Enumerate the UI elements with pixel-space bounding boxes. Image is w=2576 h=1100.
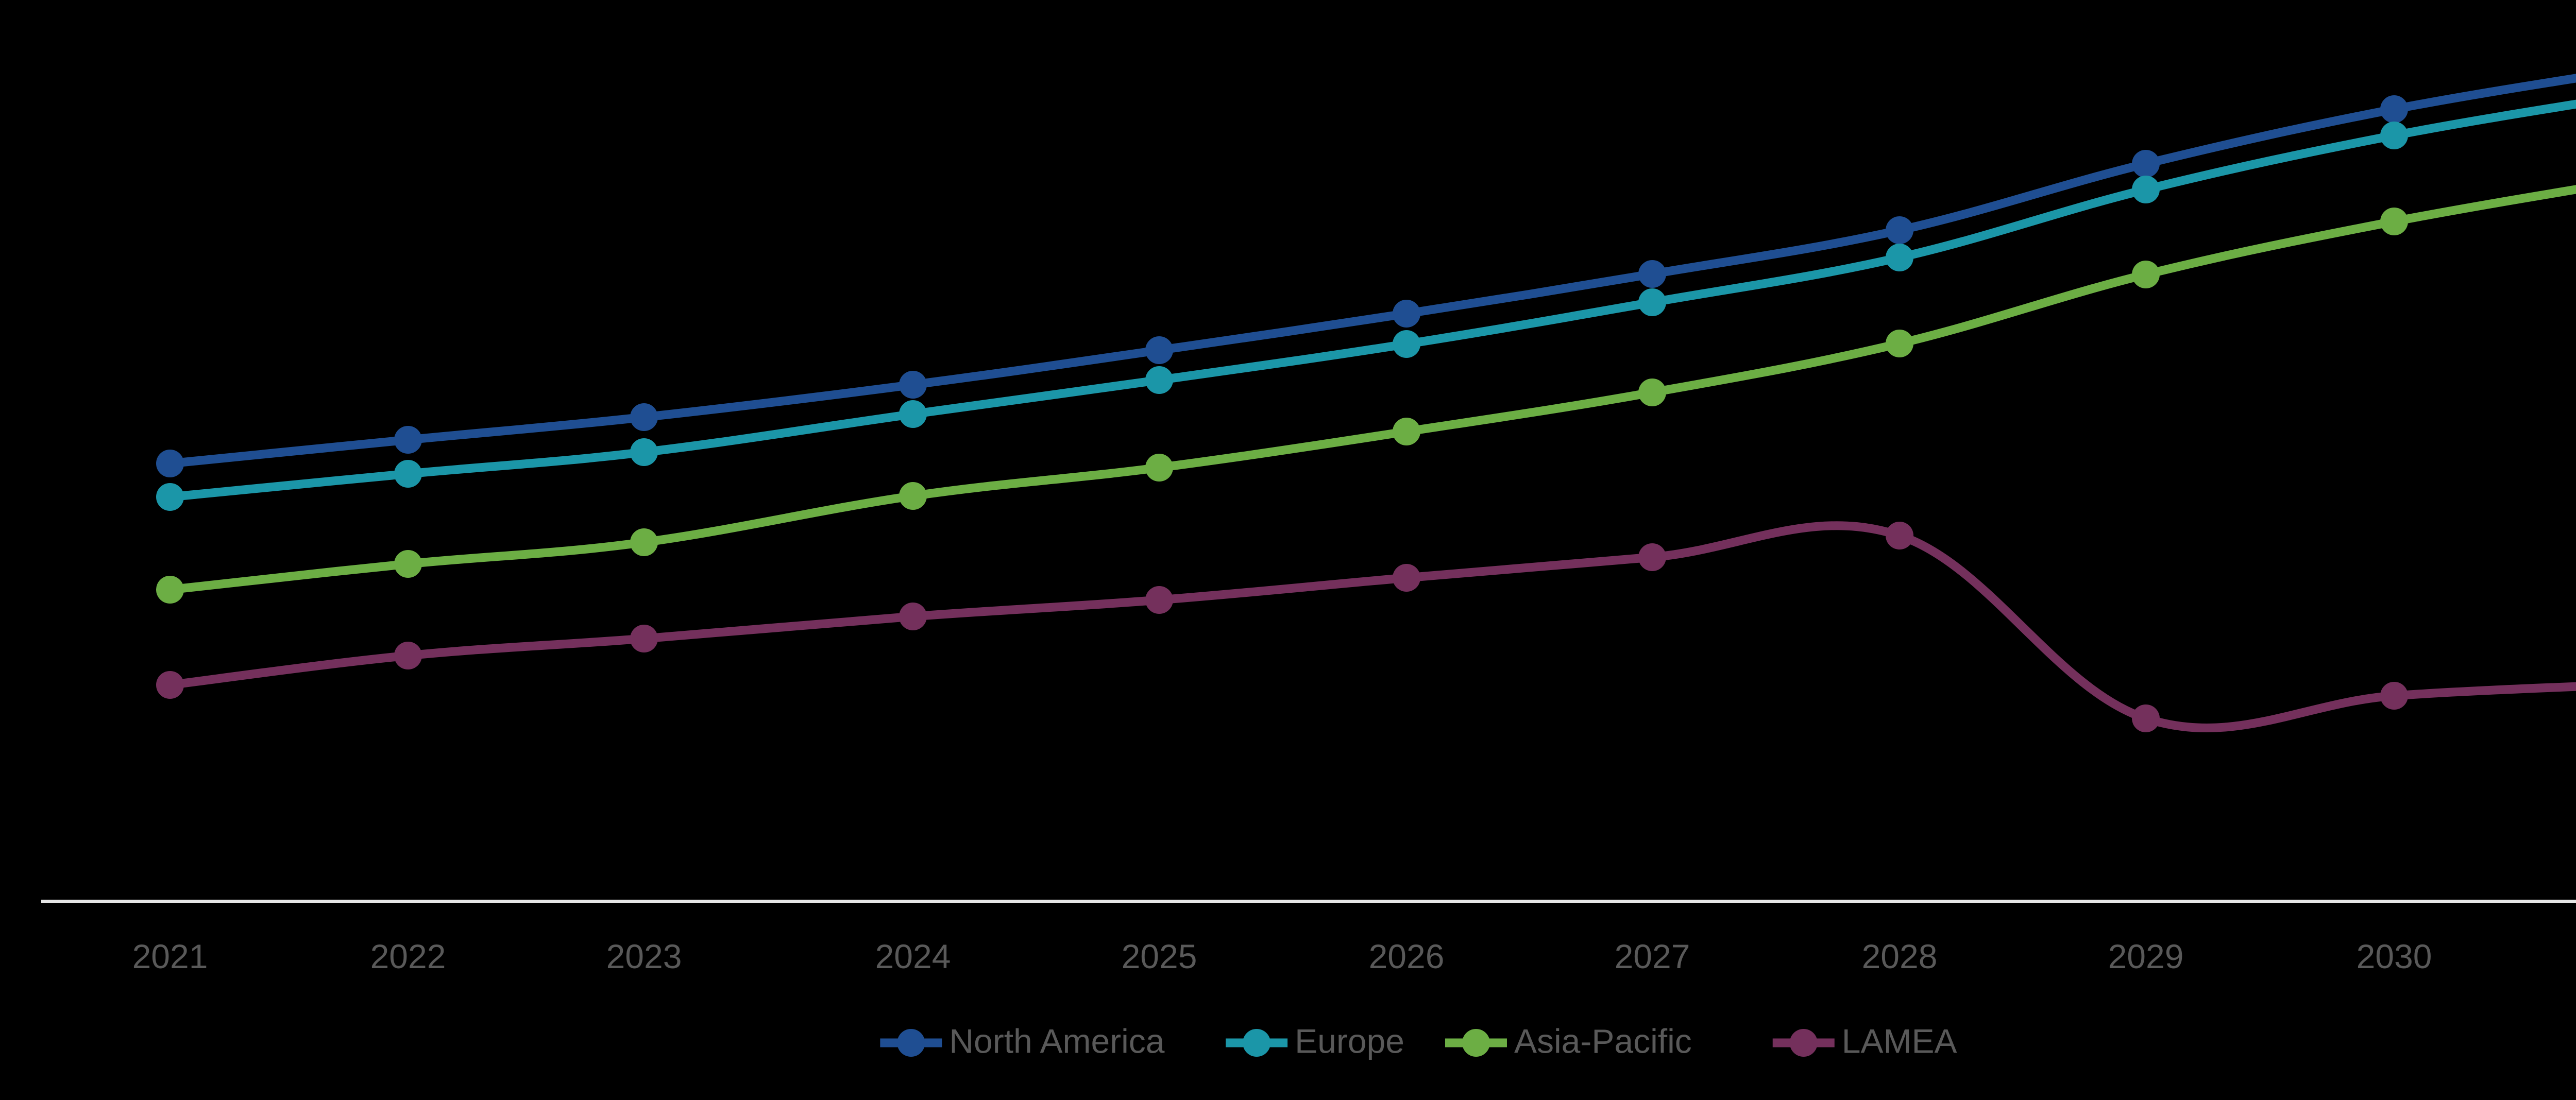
data-point-marker[interactable] [2132,261,2160,288]
legend-item-north-america[interactable]: North America [880,1022,1165,1060]
data-point-marker[interactable] [2380,122,2408,149]
legend-item-europe[interactable]: Europe [1226,1022,1404,1060]
data-point-marker[interactable] [2132,176,2160,203]
data-point-marker[interactable] [394,460,422,488]
legend-swatch-marker [1243,1029,1271,1057]
data-point-marker[interactable] [899,482,927,510]
data-point-marker[interactable] [1145,366,1173,394]
series-layer [156,74,2576,732]
data-point-marker[interactable] [630,528,658,556]
x-tick-label: 2028 [1862,937,1938,975]
data-point-marker[interactable] [1145,586,1173,614]
legend-label: North America [949,1022,1164,1060]
x-tick-label: 2029 [2108,937,2184,975]
data-point-marker[interactable] [2132,150,2160,178]
series-asia-pacific [156,185,2576,604]
data-point-marker[interactable] [156,450,184,477]
legend-label: Asia-Pacific [1514,1022,1692,1060]
data-point-marker[interactable] [394,642,422,669]
data-point-marker[interactable] [630,403,658,431]
legend-swatch-marker [1462,1029,1490,1057]
x-tick-label: 2021 [132,937,208,975]
series-line-3 [165,521,2576,732]
data-point-marker[interactable] [1393,300,1420,328]
legend-swatch-marker [1789,1029,1818,1057]
data-point-marker[interactable] [899,371,927,399]
data-point-marker[interactable] [2380,208,2408,235]
data-point-marker[interactable] [156,671,184,699]
data-point-marker[interactable] [1393,418,1420,445]
data-point-marker[interactable] [2380,95,2408,123]
data-point-marker[interactable] [156,483,184,511]
data-point-marker[interactable] [394,426,422,454]
series-europe [156,99,2576,511]
data-point-marker[interactable] [394,550,422,578]
x-tick-label: 2023 [606,937,682,975]
data-point-marker[interactable] [1145,454,1173,482]
data-point-marker[interactable] [2132,704,2160,732]
series-north-america [156,74,2576,477]
data-point-marker[interactable] [1886,522,1913,549]
data-point-marker[interactable] [1638,379,1666,406]
data-point-marker[interactable] [899,603,927,630]
legend-label: Europe [1295,1022,1404,1060]
data-point-marker[interactable] [1886,244,1913,271]
legend-item-lamea[interactable]: LAMEA [1772,1022,1957,1060]
x-tick-label: 2027 [1615,937,1690,975]
x-tick-label: 2026 [1369,937,1445,975]
chart-legend: North America Europe Asia-Pacific LAMEA [880,1022,1957,1060]
legend-swatch-marker [897,1029,925,1057]
x-tick-label: 2025 [1122,937,1197,975]
x-tick-label: 2024 [875,937,951,975]
legend-label: LAMEA [1842,1022,1957,1060]
data-point-marker[interactable] [2380,682,2408,710]
data-point-marker[interactable] [1393,330,1420,358]
data-point-marker[interactable] [1638,288,1666,316]
data-point-marker[interactable] [899,400,927,428]
data-point-marker[interactable] [1393,564,1420,592]
data-point-marker[interactable] [1638,543,1666,571]
series-lamea [156,521,2576,732]
data-point-marker[interactable] [630,438,658,466]
legend-item-asia-pacific[interactable]: Asia-Pacific [1445,1022,1692,1060]
data-point-marker[interactable] [156,576,184,604]
data-point-marker[interactable] [630,625,658,652]
x-tick-label: 2030 [2357,937,2432,975]
data-point-marker[interactable] [1886,216,1913,244]
data-point-marker[interactable] [1638,260,1666,288]
data-point-marker[interactable] [1886,330,1913,357]
data-point-marker[interactable] [1145,336,1173,364]
x-tick-label: 2022 [370,937,446,975]
x-axis-tick-labels: 2021 2022 2023 2024 2025 2026 2027 2028 2029 2030… [132,937,2432,975]
